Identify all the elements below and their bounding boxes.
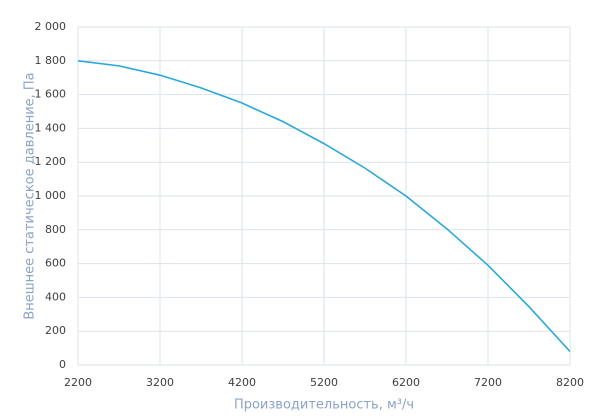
y-tick-label: 800	[45, 223, 66, 236]
y-tick-label: 1 200	[35, 155, 67, 168]
y-tick-label: 1 000	[35, 189, 67, 202]
y-tick-label: 600	[45, 257, 66, 270]
x-tick-label: 7200	[474, 376, 502, 389]
x-tick-label: 8200	[556, 376, 584, 389]
y-tick-label: 1 400	[35, 121, 67, 134]
x-tick-label: 6200	[392, 376, 420, 389]
y-tick-label: 1 800	[35, 54, 67, 67]
y-tick-label: 200	[45, 324, 66, 337]
x-tick-label: 3200	[146, 376, 174, 389]
x-tick-label: 2200	[64, 376, 92, 389]
y-tick-label: 2 000	[35, 20, 67, 33]
y-tick-label: 400	[45, 290, 66, 303]
y-tick-label: 0	[59, 358, 66, 371]
x-axis-title: Производительность, м³/ч	[234, 398, 414, 413]
y-axis-title: Внешнее статическое давление, Па	[23, 72, 38, 319]
y-tick-label: 1 600	[35, 88, 67, 101]
x-tick-label: 5200	[310, 376, 338, 389]
data-line	[77, 60, 571, 353]
x-tick-label: 4200	[228, 376, 256, 389]
